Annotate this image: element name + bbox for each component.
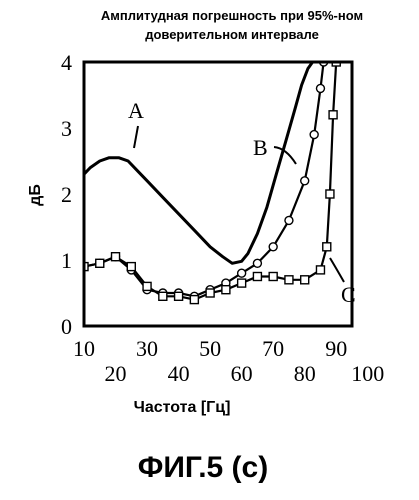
plot-area: 0 1 2 3 4 10 30 50 70 90 20 40 60 80 100 [61, 50, 384, 386]
data-point-c [328, 110, 338, 120]
y-tick-label: 2 [61, 182, 72, 207]
data-point-b [300, 176, 310, 186]
data-point-c [331, 62, 341, 67]
data-point-c [322, 242, 332, 252]
curve-label-b: B [253, 135, 268, 160]
x-tick-label: 10 [73, 336, 95, 361]
y-tick-label: 0 [61, 314, 72, 339]
data-point-c [221, 285, 231, 295]
data-point-c [189, 294, 200, 305]
x-tick-label: 70 [262, 336, 284, 361]
x-tick-label: 40 [168, 361, 190, 386]
x-tick-label: 50 [199, 336, 221, 361]
data-point-c [284, 275, 294, 285]
data-point-c [315, 265, 326, 275]
curve-label-a: A [128, 98, 144, 123]
x-axis-label: Частота [Гц] [134, 399, 231, 416]
x-tick-label: 60 [231, 361, 253, 386]
data-point-c [268, 271, 278, 282]
y-tick-label: 1 [61, 248, 72, 273]
data-point-c [84, 261, 89, 272]
curve-label-a-pointer [133, 125, 139, 149]
data-point-c [300, 275, 310, 285]
data-point-c [158, 291, 168, 301]
data-point-b [252, 258, 263, 268]
chart-title-line-1: Амплитудная погрешность при 95%-ном [101, 8, 363, 23]
y-tick-labels: 0 1 2 3 4 [61, 50, 72, 339]
x-tick-label: 80 [294, 361, 316, 386]
curves [84, 62, 341, 305]
data-point-b [268, 242, 278, 252]
data-point-c [252, 271, 263, 282]
series-line-a [84, 62, 314, 265]
data-point-c [173, 291, 184, 301]
y-tick-label: 3 [61, 116, 72, 141]
curve-label-c-pointer [329, 257, 345, 283]
x-tick-label: 100 [351, 361, 384, 386]
data-point-c [236, 278, 247, 288]
x-tick-labels: 10 30 50 70 90 20 40 60 80 100 [73, 336, 384, 386]
data-point-c [205, 288, 215, 298]
data-point-b [284, 215, 294, 226]
data-point-c [325, 189, 335, 199]
plot-frame [82, 60, 354, 328]
data-point-b [309, 129, 319, 140]
chart-title-line-2: доверительном интервале [145, 27, 319, 42]
figure-caption: ФИГ.5 (с) [138, 451, 268, 484]
curve-label-c: C [341, 282, 356, 307]
data-point-b [315, 83, 326, 94]
x-tick-label: 90 [325, 336, 347, 361]
x-tick-label: 20 [105, 361, 127, 386]
data-point-c [95, 258, 105, 268]
y-axis-label: дБ [27, 184, 44, 206]
data-point-c [126, 261, 136, 272]
data-point-c [110, 251, 121, 262]
x-tick-label: 30 [136, 336, 158, 361]
data-point-c [142, 281, 152, 292]
curve-label-b-pointer [273, 146, 297, 165]
y-tick-label: 4 [61, 50, 72, 75]
data-point-b [236, 268, 247, 278]
